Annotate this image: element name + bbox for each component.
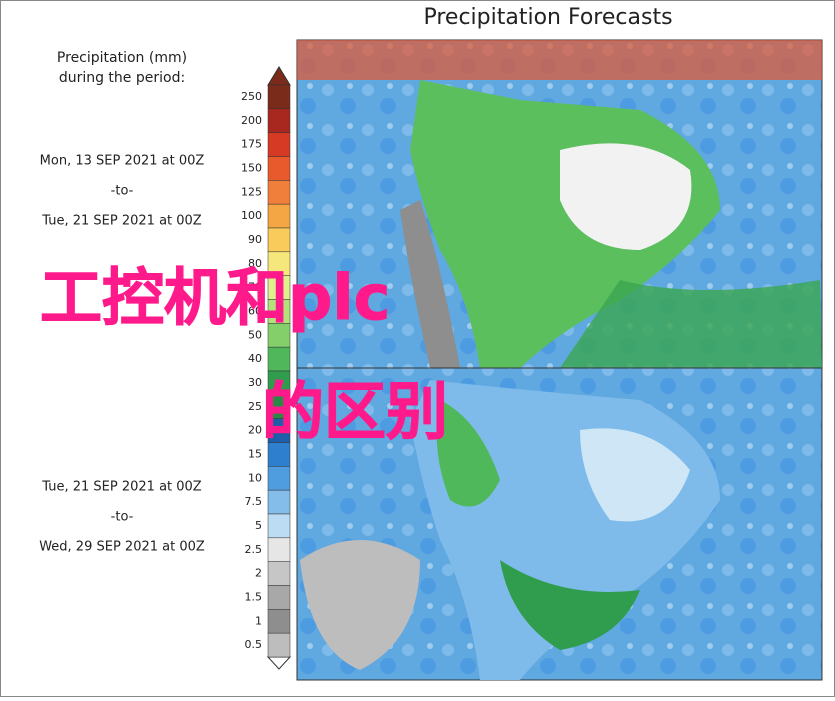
legend-title: Precipitation (mm): [57, 50, 187, 66]
period-to: Tue, 21 SEP 2021 at 00Z: [41, 214, 202, 229]
colorbar-swatch: [267, 585, 291, 610]
colorbar-swatch: [267, 489, 291, 515]
colorbar-swatch: [267, 180, 291, 205]
period-sep: -to-: [111, 184, 134, 199]
colorbar-label: 25: [248, 400, 262, 413]
colorbar-label: 80: [248, 257, 262, 270]
colorbar-label: 10: [248, 471, 262, 484]
colorbar-swatch: [267, 203, 291, 229]
colorbar-label: 2: [255, 567, 262, 580]
colorbar-swatch: [267, 132, 291, 157]
colorbar-label: 100: [241, 209, 262, 222]
colorbar-label: 175: [241, 138, 262, 151]
colorbar-label: 1: [255, 614, 262, 627]
colorbar-swatch: [267, 108, 291, 133]
colorbar-swatch: [267, 609, 291, 634]
colorbar-label: 40: [248, 352, 262, 365]
colorbar-label: 250: [241, 90, 262, 103]
colorbar-label: 7.5: [245, 495, 263, 508]
colorbar-label: 20: [248, 424, 262, 437]
colorbar-swatch: [267, 466, 291, 491]
colorbar-label: 200: [241, 114, 262, 127]
colorbar-swatch: [267, 537, 291, 562]
maps: [296, 39, 823, 681]
colorbar-swatch: [267, 513, 291, 539]
period-from: Mon, 13 SEP 2021 at 00Z: [40, 154, 205, 169]
colorbar-label: 2.5: [245, 543, 263, 556]
colorbar-swatch: [267, 227, 291, 253]
colorbar-swatch: [267, 84, 291, 110]
colorbar-swatch: [267, 632, 291, 658]
colorbar-label: 60: [248, 304, 262, 317]
colorbar-label: 90: [248, 233, 262, 246]
legend-title: during the period:: [59, 70, 185, 86]
colorbar: 2502001751501251009080706050403025201510…: [241, 66, 292, 670]
colorbar-label: 50: [248, 328, 262, 341]
colorbar-label: 5: [255, 519, 262, 532]
colorbar-label: 70: [248, 281, 262, 294]
colorbar-label: 150: [241, 161, 262, 174]
colorbar-label: 1.5: [245, 590, 263, 603]
colorbar-swatch: [267, 346, 291, 372]
period-from: Tue, 21 SEP 2021 at 00Z: [41, 480, 202, 495]
overlay-text: 工控机和plc: [40, 261, 390, 334]
colorbar-label: 30: [248, 376, 262, 389]
colorbar-label: 0.5: [245, 638, 263, 651]
colorbar-swatch: [267, 561, 291, 586]
colorbar-swatch: [267, 156, 291, 181]
colorbar-label: 15: [248, 447, 262, 460]
map-panel: [296, 367, 823, 681]
period-to: Wed, 29 SEP 2021 at 00Z: [39, 540, 205, 555]
map-panel: [296, 39, 823, 369]
title: Precipitation Forecasts: [423, 5, 672, 30]
colorbar-label: 125: [241, 185, 262, 198]
overlay-text: 的区别: [262, 375, 448, 448]
period-sep: -to-: [111, 510, 134, 525]
